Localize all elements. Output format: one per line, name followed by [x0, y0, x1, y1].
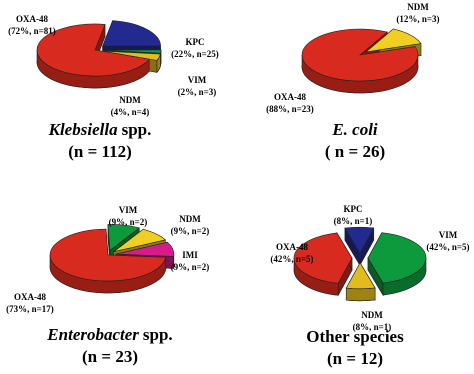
title-italic: E. coli: [331, 120, 378, 139]
value-label: (9%, n=2): [171, 226, 210, 236]
slice-label: OXA-48: [14, 292, 46, 302]
chart-title: Other species: [306, 327, 404, 346]
slice-label: KPC: [344, 204, 363, 214]
chart-subtitle: (n = 12): [327, 349, 383, 368]
slice-label: VIM: [188, 75, 207, 85]
chart-title: E. coli: [331, 120, 378, 139]
chart-subtitle: (n = 23): [82, 347, 138, 366]
slice-label: KPC: [186, 37, 205, 47]
slice-side: [345, 287, 376, 302]
slice-label: IMI: [182, 250, 198, 260]
title-roman: Other species: [306, 327, 404, 346]
slice: [115, 241, 175, 257]
slice-label: NDM: [179, 214, 201, 224]
value-label: (42%, n=5): [426, 242, 469, 252]
value-label: (42%, n=5): [270, 254, 313, 264]
title-roman: spp.: [143, 325, 173, 344]
title-italic: Enterobacter: [46, 325, 139, 344]
slice: [367, 232, 427, 284]
value-label: (8%, n=1): [353, 322, 392, 332]
value-label: (2%, n=3): [178, 87, 217, 97]
slice: [344, 226, 375, 254]
slice-label: NDM: [407, 2, 429, 12]
slice: [102, 49, 162, 54]
pie: [301, 28, 422, 94]
pie: [293, 226, 427, 302]
slice-label: OXA-48: [274, 92, 306, 102]
slice-label: OXA-48: [16, 14, 48, 24]
slice: [102, 50, 161, 61]
value-label: (12%, n=3): [396, 14, 439, 24]
value-label: (9%, n=2): [109, 217, 148, 227]
value-label: (4%, n=4): [111, 107, 150, 117]
chart-subtitle: (n = 112): [68, 142, 132, 161]
slice-label: VIM: [119, 205, 138, 215]
chart-title: Enterobacter spp.: [46, 325, 172, 344]
slice: [49, 228, 167, 282]
title-italic: Klebsiella: [48, 120, 118, 139]
value-label: (88%, n=23): [266, 104, 314, 114]
slice: [107, 224, 140, 251]
slice-label: VIM: [439, 230, 458, 240]
pie: [49, 224, 175, 294]
slice-label: OXA-48: [276, 242, 308, 252]
slice: [293, 232, 353, 284]
slice: [102, 20, 161, 47]
value-label: (22%, n=25): [171, 49, 219, 59]
value-label: (8%, n=1): [334, 216, 373, 226]
pie: [36, 20, 162, 89]
slice: [36, 23, 150, 77]
title-roman: spp.: [122, 120, 152, 139]
chart-title: Klebsiella spp.: [48, 120, 152, 139]
value-label: (72%, n=81): [8, 26, 56, 36]
slice: [301, 28, 419, 82]
value-label: (73%, n=17): [6, 304, 54, 314]
chart-subtitle: ( n = 26): [325, 142, 385, 161]
slice: [365, 28, 422, 53]
slice-label: NDM: [119, 95, 141, 105]
value-label: (9%, n=2): [171, 262, 210, 272]
slice: [113, 228, 167, 252]
slice: [345, 262, 376, 290]
slice-label: NDM: [361, 310, 383, 320]
